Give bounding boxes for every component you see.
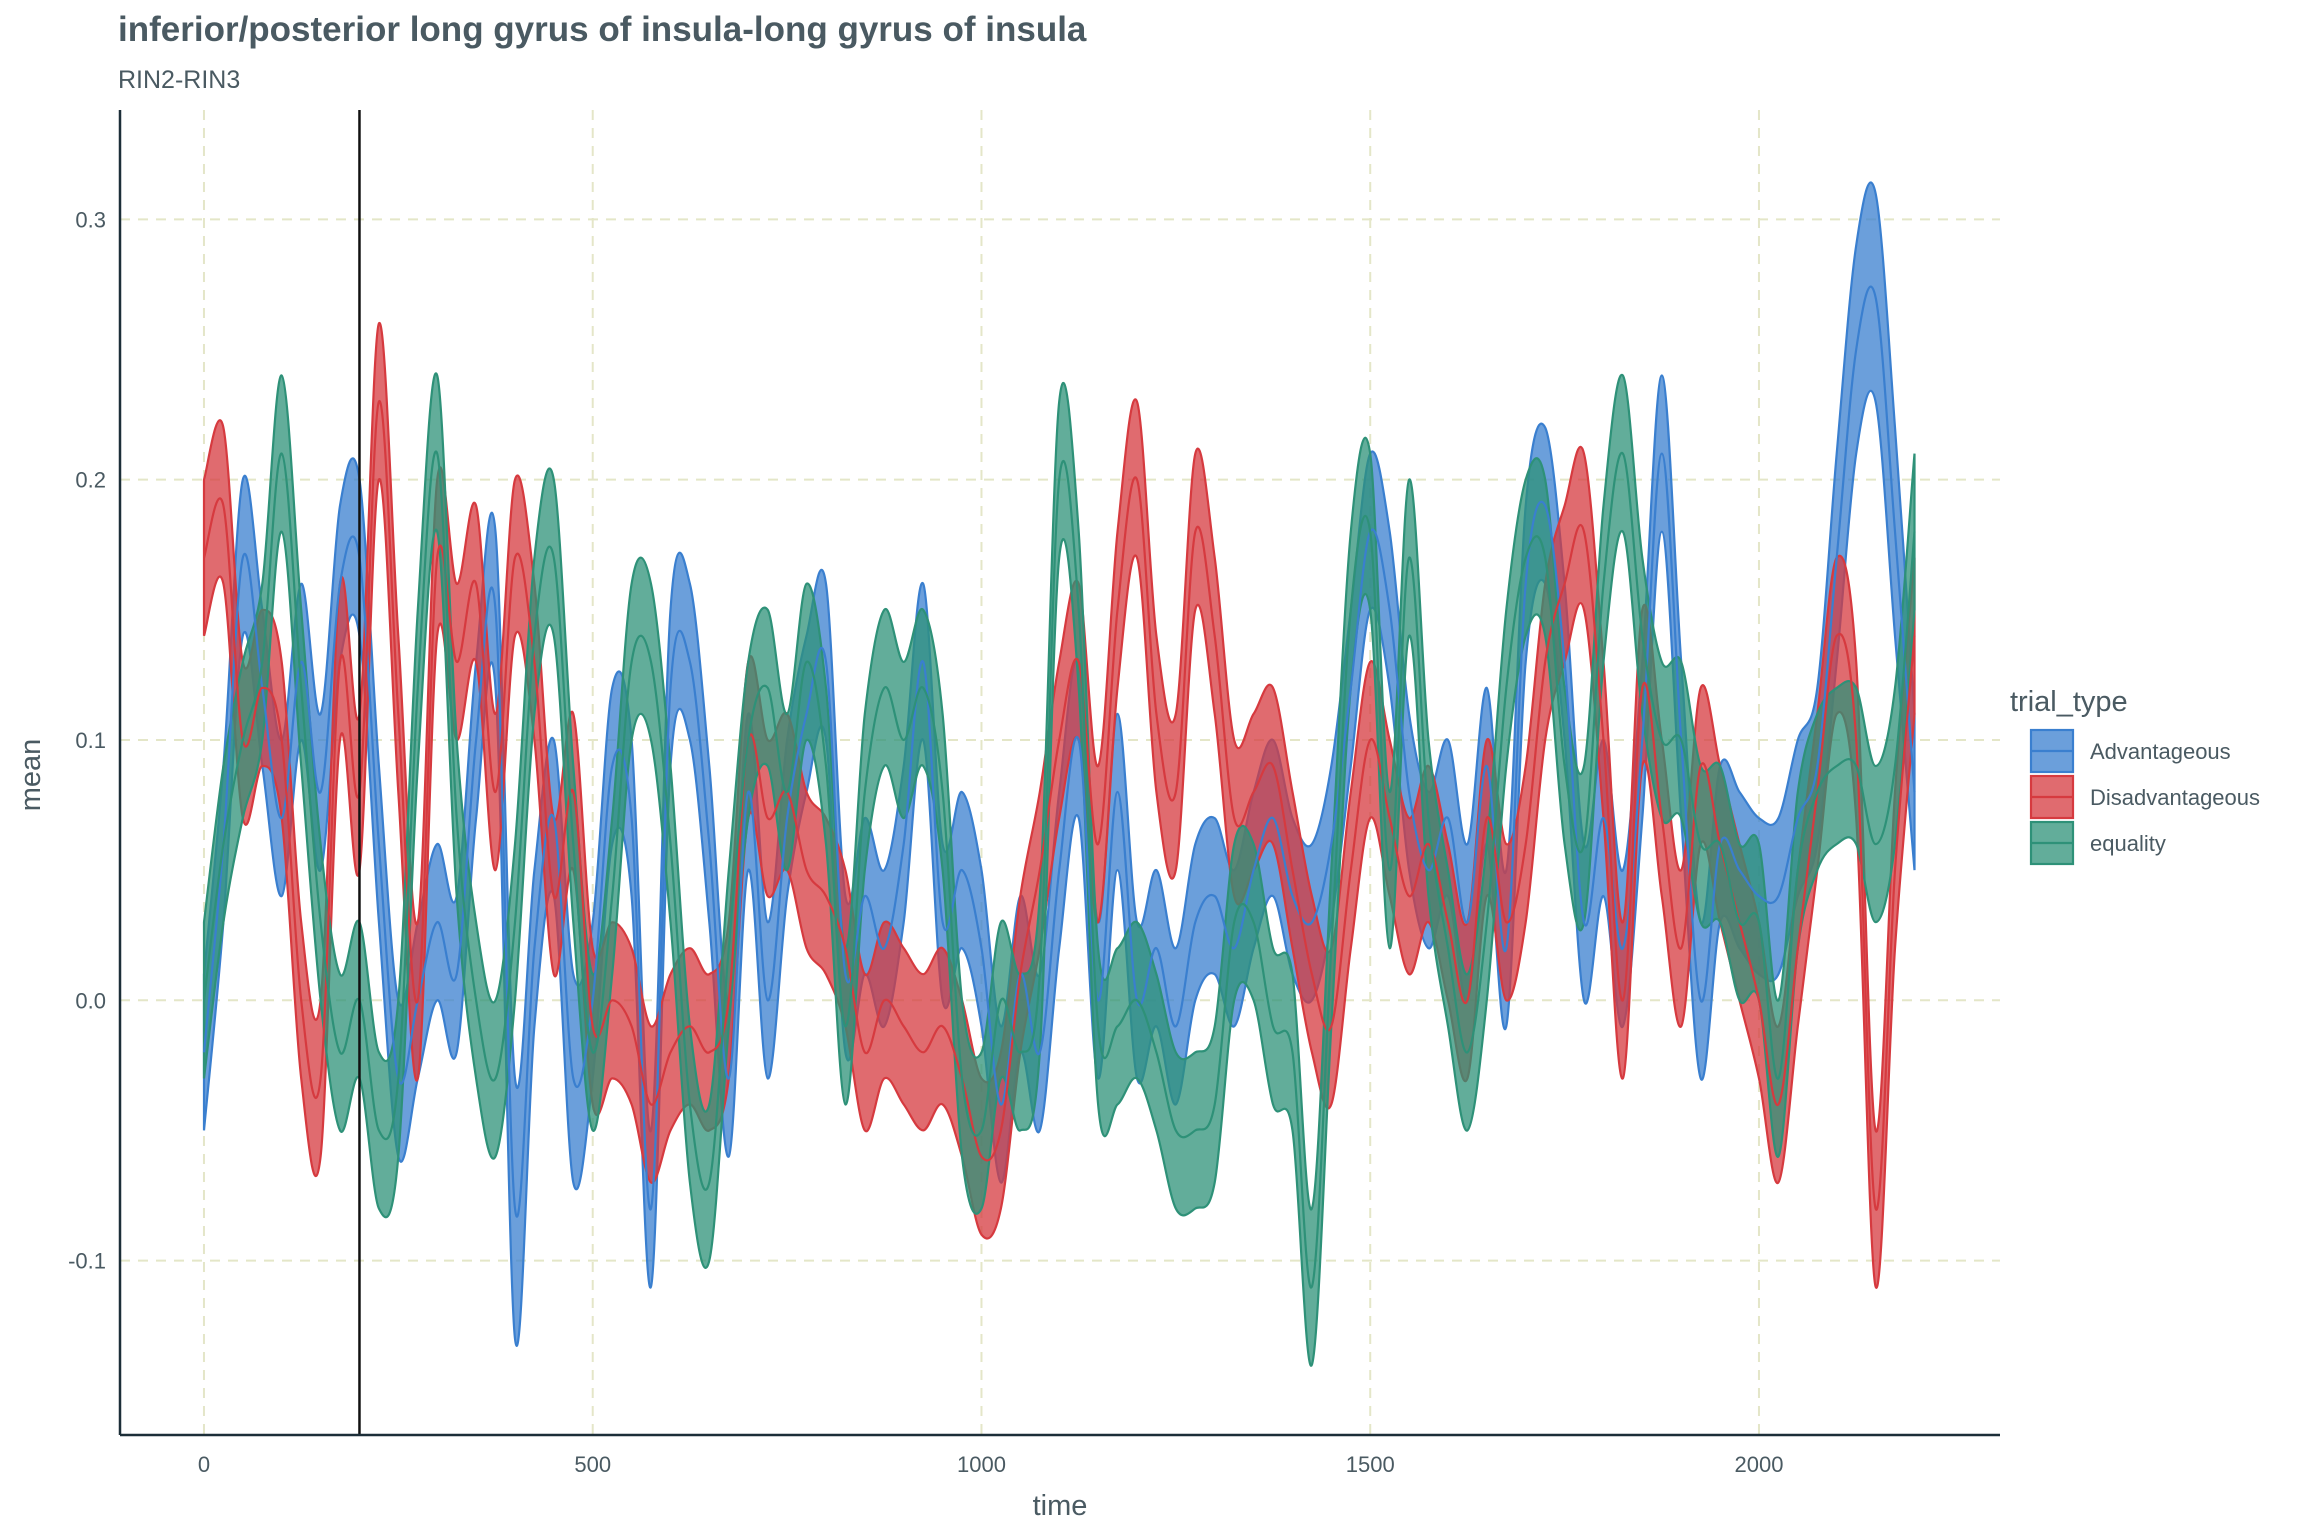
line-equality <box>202 450 1916 1289</box>
legend-title: trial_type <box>2010 686 2128 718</box>
x-tick-label-3: 1500 <box>1346 1452 1395 1477</box>
legend-label-disadvantageous: Disadvantageous <box>2090 785 2260 810</box>
y-ticks: -0.1 0.0 0.1 0.2 0.3 <box>68 207 106 1273</box>
x-tick-label-4: 2000 <box>1734 1452 1783 1477</box>
x-tick-label-1: 500 <box>574 1452 611 1477</box>
y-tick-label-0: -0.1 <box>68 1249 106 1274</box>
line-disadvantageous <box>202 400 1916 1211</box>
legend: trial_type Advantageous Disadvantageous eq… <box>2010 686 2260 866</box>
axes <box>118 110 2000 1437</box>
series-lines <box>202 285 1916 1289</box>
x-ticks: 0 500 1000 1500 2000 <box>198 1452 1784 1477</box>
ribbon-equality <box>202 372 1916 1367</box>
x-tick-label-0: 0 <box>198 1452 210 1477</box>
legend-label-equality: equality <box>2090 831 2166 856</box>
y-tick-label-3: 0.2 <box>75 468 106 493</box>
x-axis-title: time <box>1033 1490 1088 1522</box>
y-tick-label-1: 0.0 <box>75 988 106 1013</box>
legend-items: Advantageous Disadvantageous equality <box>2029 728 2260 866</box>
y-tick-label-2: 0.1 <box>75 728 106 753</box>
legend-label-advantageous: Advantageous <box>2090 739 2231 764</box>
x-tick-label-2: 1000 <box>957 1452 1006 1477</box>
chart-title: inferior/posterior long gyrus of insula-… <box>118 10 1087 49</box>
y-axis-title: mean <box>15 739 47 812</box>
y-tick-label-4: 0.3 <box>75 207 106 232</box>
chart-subtitle: RIN2-RIN3 <box>118 66 241 94</box>
